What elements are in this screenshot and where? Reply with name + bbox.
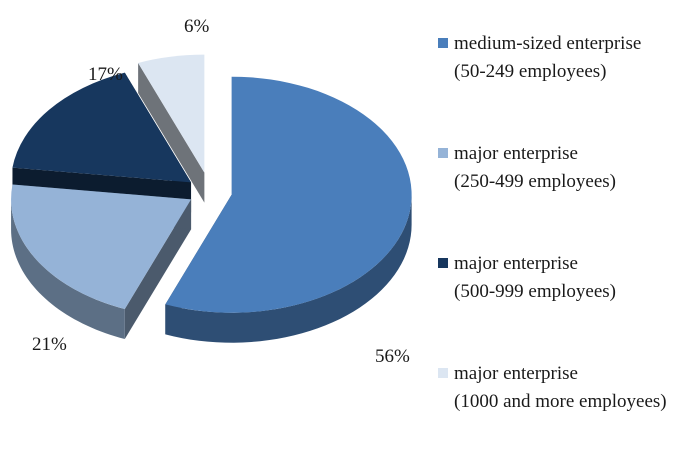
legend-swatch-2 (438, 148, 448, 158)
pie-slice-top-1 (165, 76, 412, 313)
data-label-4: 6% (184, 16, 210, 37)
chart-legend: medium-sized enterprise (50-249 employees… (438, 30, 688, 470)
legend-label-3-line-1: major enterprise (454, 253, 578, 274)
legend-label-1-line-2: (50-249 employees) (454, 61, 607, 82)
pie-slice-top-4 (138, 54, 205, 173)
legend-label-3-line-2: (500-999 employees) (454, 281, 616, 302)
pie-slice-top-2 (11, 184, 192, 310)
pie-slice-top-3 (12, 72, 192, 183)
data-label-2: 21% (32, 334, 67, 355)
legend-item-1: medium-sized enterprise (50-249 employees… (438, 30, 688, 86)
legend-item-3: major enterprise (500-999 employees) (438, 250, 688, 306)
pie-slice-2 (11, 184, 192, 340)
legend-label-2-line-1: major enterprise (454, 143, 578, 164)
legend-label-4-line-1: major enterprise (454, 363, 578, 384)
data-label-1: 56% (375, 346, 410, 367)
legend-swatch-3 (438, 258, 448, 268)
pie-slice-wall-4-1 (138, 62, 205, 203)
legend-label-1-line-1: medium-sized enterprise (454, 33, 642, 54)
pie-chart: 56% 21% 17% 6% (11, 16, 412, 367)
legend-swatch-1 (438, 38, 448, 48)
legend-label-4-line-2: (1000 and more employees) (454, 391, 667, 412)
legend-item-2: major enterprise (250-499 employees) (438, 140, 688, 196)
legend-item-4: major enterprise (1000 and more employees… (438, 360, 688, 416)
legend-swatch-4 (438, 368, 448, 378)
pie-slice-1 (165, 76, 412, 343)
pie-slice-rim-1 (165, 194, 412, 343)
pie-slice-4 (138, 54, 205, 203)
legend-label-2-line-2: (250-499 employees) (454, 171, 616, 192)
pie-chart-svg: 56% 21% 17% 6% (11, 16, 412, 367)
pie-slice-wall-2-1 (124, 199, 192, 340)
data-label-3: 17% (88, 64, 123, 85)
pie-slice-rim-2 (11, 199, 125, 340)
